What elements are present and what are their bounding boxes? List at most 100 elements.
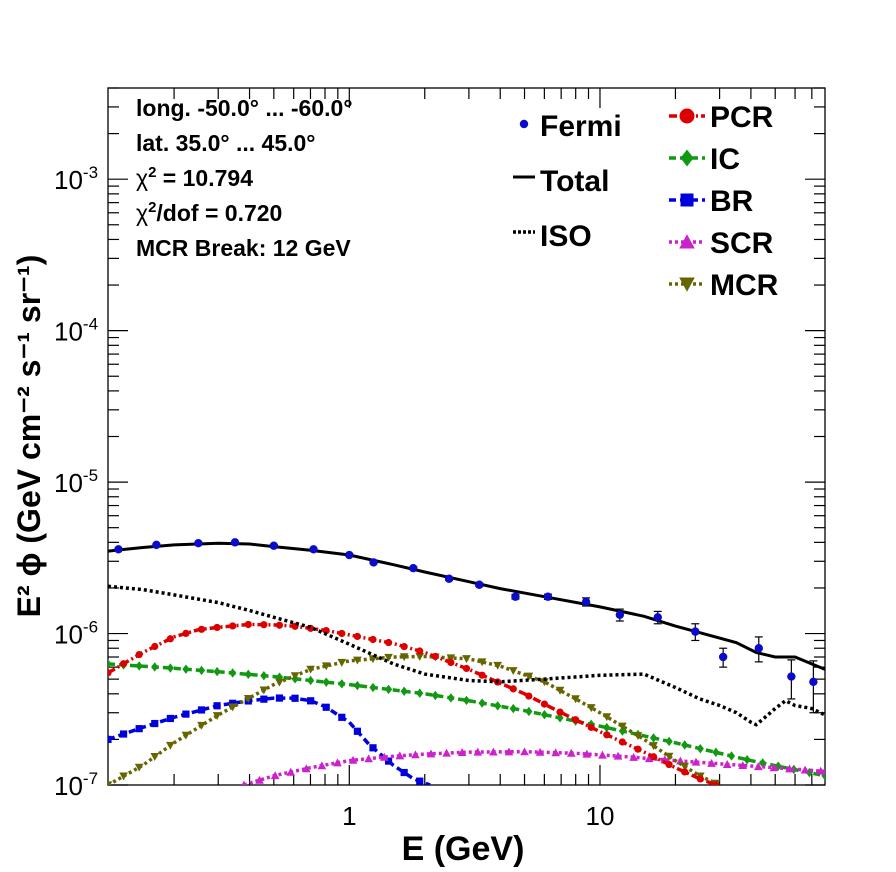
series-marker-scr bbox=[691, 757, 701, 766]
series-marker-mcr bbox=[524, 672, 534, 681]
series-marker-mcr bbox=[602, 713, 612, 722]
fermi-point bbox=[511, 592, 520, 601]
fermi-point bbox=[194, 538, 203, 548]
series-marker-pcr bbox=[540, 700, 549, 708]
series-marker-pcr bbox=[509, 685, 517, 693]
series-marker-mcr bbox=[664, 752, 674, 761]
series-marker-pcr bbox=[182, 629, 190, 638]
series-marker-mcr bbox=[477, 658, 487, 667]
series-marker-mcr bbox=[353, 656, 362, 665]
series-marker-br bbox=[384, 757, 393, 765]
series-marker-br bbox=[135, 725, 143, 733]
series-marker-scr bbox=[379, 752, 389, 761]
series-fermi bbox=[114, 538, 818, 714]
fermi-point bbox=[691, 627, 700, 636]
series-marker-pcr bbox=[712, 781, 720, 785]
series-marker-scr bbox=[582, 749, 592, 758]
series-marker-scr bbox=[535, 747, 545, 756]
series-marker-pcr bbox=[108, 669, 112, 677]
series-marker-scr bbox=[800, 765, 810, 774]
y-tick-label: 10-5 bbox=[54, 466, 98, 498]
fermi-point bbox=[615, 610, 625, 619]
series-marker-mcr bbox=[586, 704, 596, 713]
series-marker-scr bbox=[348, 755, 358, 764]
series-marker-scr bbox=[566, 748, 576, 757]
legend-marker bbox=[679, 234, 695, 249]
series-marker-br bbox=[307, 697, 315, 705]
legend-marker bbox=[680, 149, 694, 167]
series-marker-br bbox=[108, 735, 112, 744]
series-marker-ic bbox=[447, 693, 455, 703]
fermi-point bbox=[345, 550, 354, 560]
series-marker-scr bbox=[769, 763, 779, 772]
series-marker-scr bbox=[489, 747, 498, 756]
legend: Fermi Total ISO PCR IC BR SCR MCR bbox=[513, 101, 779, 302]
fermi-point bbox=[230, 538, 240, 547]
series-marker-pcr bbox=[416, 647, 424, 655]
legend-marker bbox=[679, 277, 695, 292]
series-marker-ic bbox=[338, 679, 346, 689]
series-marker-ic bbox=[384, 684, 393, 695]
series-marker-scr bbox=[754, 762, 763, 771]
legend-label: ISO bbox=[540, 220, 592, 253]
series-marker-pcr bbox=[603, 731, 611, 739]
series-marker-ic bbox=[743, 754, 751, 765]
series-marker-mcr bbox=[108, 781, 113, 785]
series-marker-pcr bbox=[369, 635, 377, 644]
series-marker-pcr bbox=[618, 738, 626, 746]
legend-item-pcr: PCR bbox=[669, 101, 774, 134]
series-marker-pcr bbox=[478, 671, 486, 679]
info-line: χ2/dof = 0.720 bbox=[136, 199, 282, 226]
series-marker-pcr bbox=[587, 723, 595, 731]
fermi-point bbox=[152, 540, 161, 550]
series-marker-br bbox=[400, 768, 408, 777]
series-marker-pcr bbox=[525, 692, 533, 700]
legend-label: IC bbox=[710, 143, 740, 176]
series-marker-scr bbox=[504, 747, 514, 756]
info-line: lat. 35.0° ... 45.0° bbox=[136, 130, 316, 156]
series-marker-ic bbox=[353, 680, 361, 691]
series-marker-mcr bbox=[259, 686, 269, 695]
series-marker-ic bbox=[182, 664, 190, 674]
series-marker-mcr bbox=[649, 742, 658, 751]
data-layer bbox=[108, 538, 825, 785]
fermi-point bbox=[369, 558, 378, 567]
series-marker-ic bbox=[478, 698, 486, 708]
series-marker-ic bbox=[696, 743, 704, 754]
series-marker-pcr bbox=[462, 664, 471, 673]
series-marker-scr bbox=[395, 751, 405, 760]
series-marker-mcr bbox=[508, 667, 518, 676]
fermi-point bbox=[718, 652, 728, 662]
x-tick-label: 10 bbox=[586, 801, 615, 831]
series-marker-scr bbox=[598, 750, 607, 759]
series-marker-mcr bbox=[275, 678, 284, 687]
series-marker-br bbox=[182, 710, 190, 718]
fermi-point bbox=[581, 597, 591, 607]
series-marker-ic bbox=[649, 733, 658, 743]
series-marker-ic bbox=[509, 703, 517, 714]
legend-item-fermi: Fermi bbox=[519, 110, 622, 143]
series-marker-br bbox=[213, 702, 221, 710]
series-marker-pcr bbox=[431, 652, 439, 661]
series-marker-ic bbox=[135, 661, 143, 671]
series-marker-scr bbox=[551, 748, 561, 757]
legend-item-mcr: MCR bbox=[669, 269, 779, 302]
series-marker-pcr bbox=[151, 642, 159, 651]
series-marker-ic bbox=[307, 675, 315, 686]
legend-label: BR bbox=[710, 185, 754, 218]
series-marker-mcr bbox=[290, 672, 300, 681]
series-marker-scr bbox=[738, 761, 748, 770]
series-marker-mcr bbox=[493, 661, 502, 670]
series-marker-mcr bbox=[446, 654, 456, 663]
series-marker-pcr bbox=[322, 626, 330, 635]
series-marker-pcr bbox=[244, 620, 252, 629]
legend-item-total: Total bbox=[513, 165, 609, 198]
series-marker-scr bbox=[333, 758, 342, 767]
legend-label: SCR bbox=[710, 227, 774, 260]
series-marker-pcr bbox=[649, 753, 658, 761]
fermi-point bbox=[809, 677, 818, 687]
series-marker-scr bbox=[411, 750, 420, 759]
series-marker-br bbox=[322, 703, 330, 711]
fermi-point bbox=[309, 545, 318, 554]
series-marker-ic bbox=[197, 665, 206, 676]
